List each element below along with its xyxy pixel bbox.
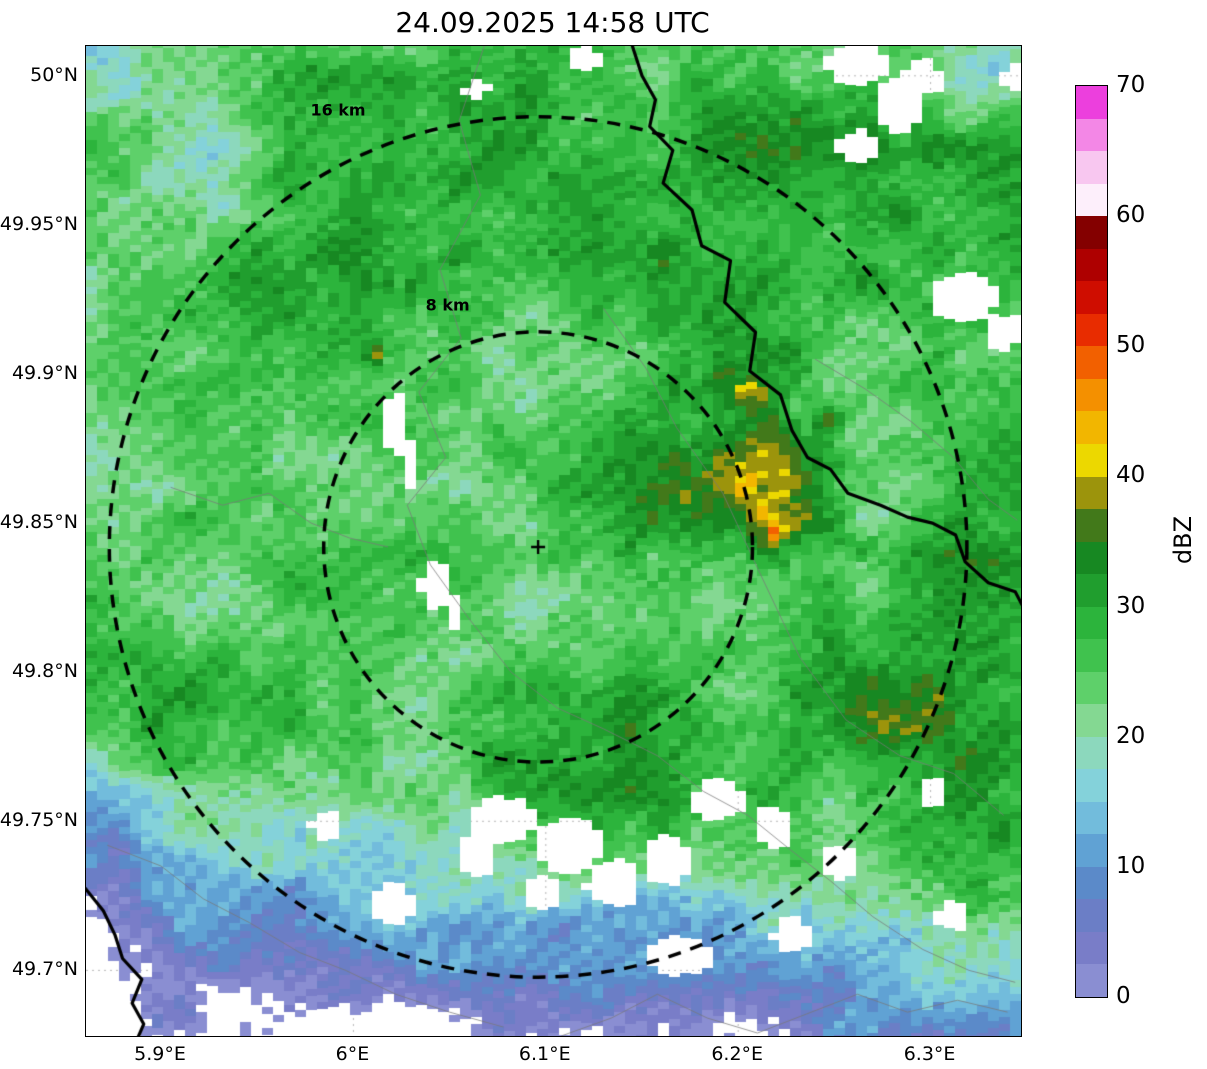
colorbar-segment	[1076, 639, 1107, 672]
colorbar-tick-label: 50	[1116, 332, 1146, 359]
colorbar-tick-label: 60	[1116, 202, 1146, 229]
colorbar-segment	[1076, 704, 1107, 737]
colorbar-segment	[1076, 606, 1107, 640]
colorbar-segment	[1076, 541, 1107, 575]
colorbar-segment	[1076, 151, 1107, 184]
radar-canvas	[86, 46, 1021, 1036]
colorbar-tick-label: 10	[1116, 852, 1146, 879]
colorbar-segment	[1076, 248, 1107, 282]
colorbar-segment	[1076, 931, 1107, 965]
y-tick-label: 50°N	[30, 63, 78, 86]
figure-title: 24.09.2025 14:58 UTC	[395, 6, 710, 39]
colorbar-tick-label: 30	[1116, 592, 1146, 619]
colorbar-segment	[1076, 118, 1107, 152]
colorbar-segment	[1076, 574, 1107, 607]
colorbar-tick-label: 0	[1116, 983, 1131, 1009]
colorbar-segment	[1076, 736, 1107, 770]
ring-label-8km: 8 km	[425, 295, 470, 315]
radar-map: 16 km 8 km	[85, 45, 1022, 1037]
x-tick-label: 6.3°E	[903, 1043, 956, 1065]
y-tick-label: 49.7°N	[11, 958, 78, 981]
colorbar-segment	[1076, 476, 1107, 510]
colorbar-segment	[1076, 313, 1107, 347]
colorbar-segment	[1076, 899, 1107, 932]
colorbar	[1075, 85, 1108, 998]
colorbar-segment	[1076, 183, 1107, 217]
y-tick-label: 49.95°N	[0, 212, 78, 235]
y-tick-label: 49.85°N	[0, 511, 78, 534]
x-tick-label: 5.9°E	[134, 1043, 186, 1065]
y-tick-label: 49.8°N	[11, 660, 78, 683]
colorbar-segment	[1076, 769, 1107, 802]
colorbar-segment	[1076, 86, 1107, 119]
colorbar-segment	[1076, 443, 1107, 477]
colorbar-segment	[1076, 964, 1107, 997]
colorbar-tick-label: 40	[1116, 462, 1146, 489]
colorbar-tick-label: 20	[1116, 722, 1146, 749]
y-tick-label: 49.9°N	[11, 362, 78, 384]
colorbar-tick-label: 70	[1116, 72, 1146, 98]
x-tick-label: 6.1°E	[518, 1043, 571, 1065]
colorbar-segment	[1076, 216, 1107, 249]
x-tick-label: 6°E	[335, 1043, 370, 1065]
colorbar-segment	[1076, 378, 1107, 412]
colorbar-segment	[1076, 281, 1107, 314]
y-tick-label: 49.75°N	[0, 809, 78, 832]
colorbar-segment	[1076, 801, 1107, 835]
x-tick-label: 6.2°E	[711, 1043, 764, 1065]
colorbar-unit-label: dBZ	[1169, 515, 1197, 565]
colorbar-segment	[1076, 346, 1107, 379]
colorbar-segment	[1076, 834, 1107, 867]
colorbar-segment	[1076, 866, 1107, 900]
ring-label-16km: 16 km	[310, 100, 366, 120]
colorbar-segment	[1076, 671, 1107, 705]
colorbar-segment	[1076, 411, 1107, 444]
colorbar-segment	[1076, 509, 1107, 542]
